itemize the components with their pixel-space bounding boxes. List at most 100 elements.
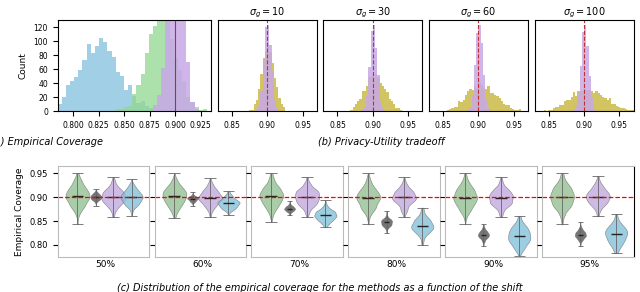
- Bar: [451, 108, 454, 112]
- Bar: [256, 100, 258, 112]
- Bar: [78, 70, 83, 112]
- Y-axis label: Empirical Coverage: Empirical Coverage: [15, 167, 24, 256]
- Bar: [161, 21, 166, 112]
- Bar: [503, 104, 506, 112]
- Bar: [195, 107, 198, 112]
- Bar: [485, 99, 488, 112]
- Bar: [283, 107, 285, 112]
- Bar: [136, 103, 141, 112]
- Bar: [479, 82, 481, 112]
- Bar: [593, 109, 595, 112]
- Bar: [285, 111, 287, 112]
- Bar: [611, 104, 613, 112]
- Bar: [260, 74, 262, 112]
- Bar: [472, 90, 474, 112]
- Bar: [371, 31, 373, 112]
- Bar: [378, 75, 380, 112]
- Bar: [456, 107, 458, 112]
- Bar: [465, 95, 467, 112]
- Bar: [543, 110, 546, 112]
- Bar: [132, 96, 136, 112]
- Bar: [488, 86, 490, 112]
- Bar: [622, 108, 625, 112]
- Bar: [364, 91, 366, 112]
- Bar: [256, 110, 258, 112]
- Bar: [555, 107, 557, 112]
- Bar: [580, 65, 582, 112]
- Bar: [613, 105, 616, 112]
- Bar: [512, 109, 515, 112]
- Bar: [474, 65, 476, 112]
- Bar: [190, 102, 195, 112]
- Bar: [575, 106, 577, 112]
- Bar: [373, 25, 375, 112]
- Bar: [627, 110, 629, 112]
- Bar: [116, 109, 120, 112]
- Bar: [178, 70, 182, 112]
- Bar: [577, 93, 580, 112]
- Bar: [607, 100, 609, 112]
- Title: $\sigma_g = 100$: $\sigma_g = 100$: [563, 6, 605, 20]
- Bar: [483, 88, 485, 112]
- Bar: [61, 97, 66, 112]
- Bar: [479, 25, 481, 112]
- Bar: [166, 18, 170, 112]
- Bar: [178, 0, 182, 112]
- Bar: [173, 0, 178, 112]
- Bar: [272, 71, 274, 112]
- Bar: [170, 0, 173, 112]
- Bar: [153, 105, 157, 112]
- Bar: [276, 107, 278, 112]
- Bar: [149, 108, 153, 112]
- Bar: [561, 105, 564, 112]
- Bar: [353, 107, 355, 112]
- Bar: [269, 45, 272, 112]
- Bar: [591, 91, 593, 112]
- Bar: [631, 110, 634, 112]
- Bar: [483, 75, 485, 112]
- Bar: [604, 98, 607, 112]
- Bar: [591, 98, 593, 112]
- Bar: [470, 107, 472, 112]
- Bar: [265, 27, 268, 112]
- Bar: [510, 108, 512, 112]
- Title: $\sigma_g = 30$: $\sigma_g = 30$: [355, 6, 391, 20]
- Bar: [602, 97, 604, 112]
- Bar: [488, 108, 490, 112]
- Bar: [490, 93, 492, 112]
- Bar: [136, 85, 141, 112]
- Bar: [260, 91, 262, 112]
- Bar: [157, 1, 161, 112]
- Bar: [548, 110, 550, 112]
- Bar: [369, 77, 371, 112]
- Title: $\sigma_g = 10$: $\sigma_g = 10$: [249, 6, 285, 20]
- Bar: [269, 53, 272, 112]
- Bar: [384, 111, 387, 112]
- Bar: [170, 39, 173, 112]
- Bar: [541, 111, 543, 112]
- Bar: [149, 34, 153, 112]
- Bar: [203, 111, 207, 112]
- Bar: [463, 100, 465, 112]
- Bar: [182, 20, 186, 112]
- Bar: [66, 85, 70, 112]
- Bar: [470, 89, 472, 112]
- Bar: [580, 91, 582, 112]
- Bar: [355, 104, 357, 112]
- Bar: [380, 102, 382, 112]
- Bar: [108, 51, 111, 112]
- Text: (b) Privacy-Utility tradeoff: (b) Privacy-Utility tradeoff: [317, 137, 444, 147]
- Bar: [145, 53, 149, 112]
- Bar: [397, 108, 400, 112]
- Bar: [253, 111, 256, 112]
- Bar: [378, 77, 380, 112]
- Bar: [449, 109, 451, 112]
- Bar: [440, 111, 442, 112]
- Bar: [95, 46, 99, 112]
- Bar: [391, 101, 393, 112]
- Bar: [258, 106, 260, 112]
- Bar: [153, 26, 157, 112]
- Bar: [557, 107, 559, 112]
- Bar: [203, 109, 207, 112]
- Bar: [278, 98, 281, 112]
